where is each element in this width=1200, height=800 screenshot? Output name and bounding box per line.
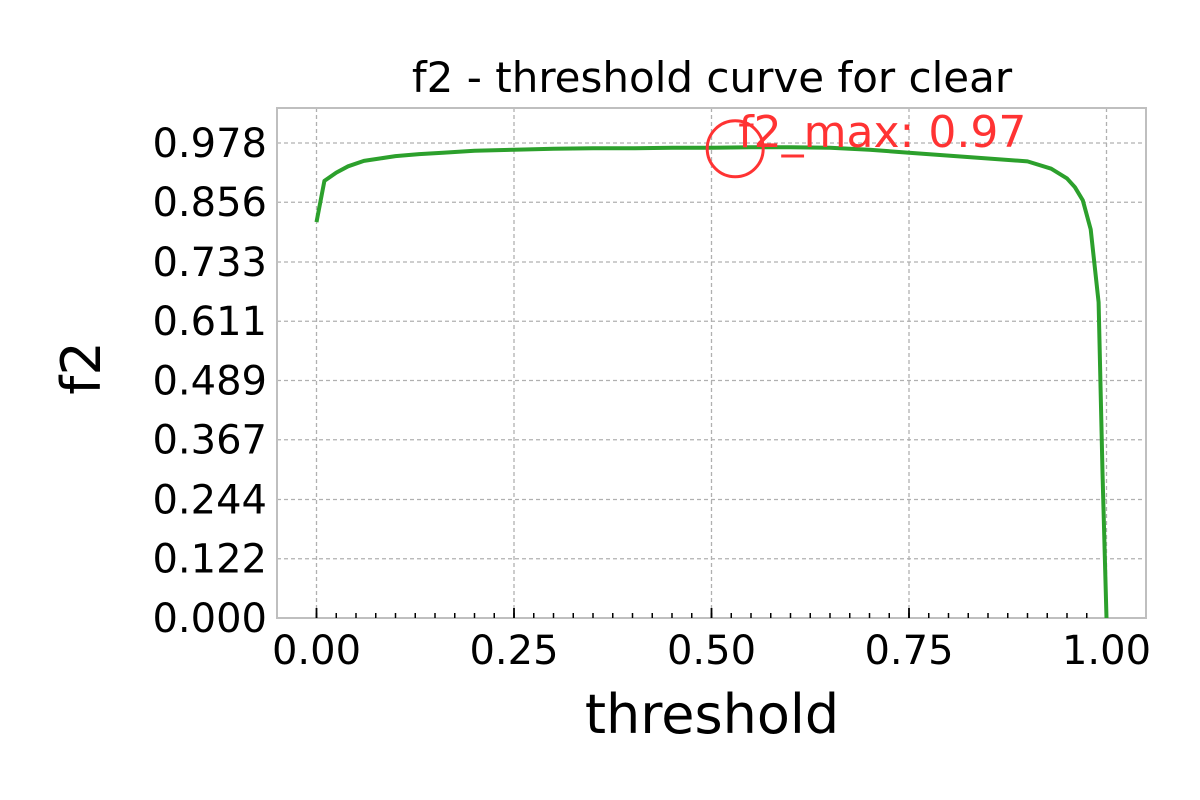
y-tick-label: 0.244 [152, 477, 267, 523]
x-tick-label: 0.00 [272, 628, 361, 674]
y-tick-label: 0.489 [152, 358, 267, 404]
x-tick-label: 0.75 [864, 628, 953, 674]
max-annotation: f2_max: 0.97 [738, 107, 1026, 158]
x-tick-label: 0.50 [667, 628, 756, 674]
y-tick-label: 0.611 [152, 299, 267, 345]
x-tick-label: 1.00 [1062, 628, 1151, 674]
x-tick-label: 0.25 [469, 628, 558, 674]
y-tick-label: 0.122 [152, 537, 267, 583]
x-axis-label: threshold [585, 683, 839, 746]
y-tick-label: 0.367 [152, 418, 267, 464]
y-tick-label: 0.733 [152, 240, 267, 286]
chart-title: f2 - threshold curve for clear [412, 53, 1013, 102]
max-marker-circle [705, 119, 765, 179]
y-tick-label: 0.978 [152, 121, 267, 167]
plot-area: 0.00 0.25 0.50 0.75 1.00 0.000 0.122 0.244 0.367… [152, 107, 1151, 674]
y-tick-label: 0.856 [152, 180, 267, 226]
y-tick-label: 0.000 [152, 596, 267, 642]
y-axis-label: f2 [50, 341, 113, 394]
series-line [314, 145, 1109, 619]
